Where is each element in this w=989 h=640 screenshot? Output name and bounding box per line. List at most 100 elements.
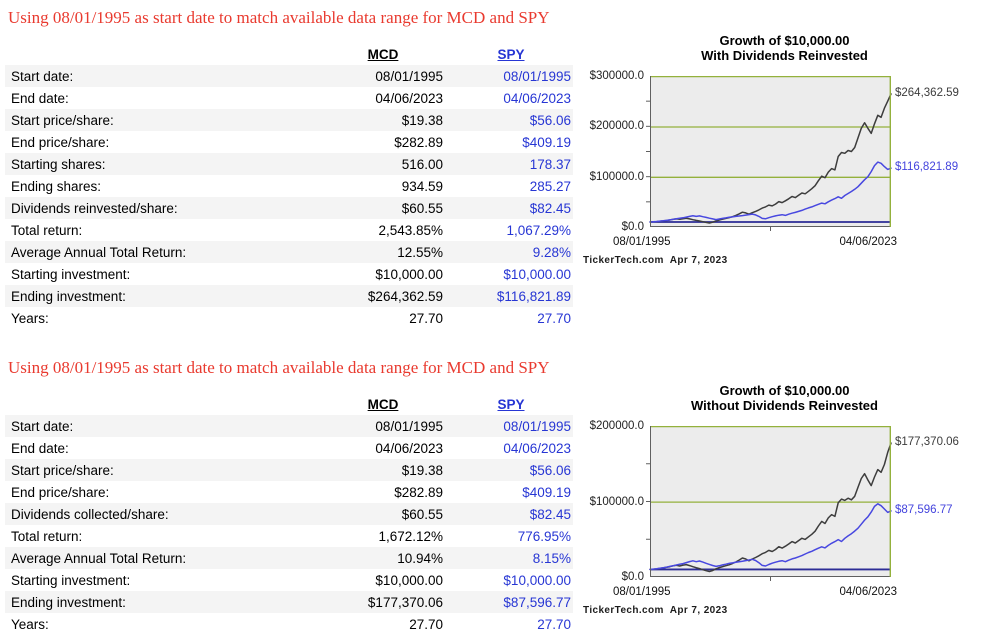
chart-attribution: TickerTech.com Apr 7, 2023 <box>583 605 728 616</box>
mcd-value: $60.55 <box>401 506 443 522</box>
spy-value: $56.06 <box>529 112 571 128</box>
table-row: Years: 27.70 27.70 <box>5 307 573 329</box>
y-axis-tick-label: $0.0 <box>621 571 644 583</box>
row-label: End price/share: <box>11 484 110 500</box>
table-row: Start date: 08/01/1995 08/01/1995 <box>5 65 573 87</box>
row-label: Dividends collected/share: <box>11 506 169 522</box>
comparison-table-with-dividends: MCD SPY Start date: 08/01/1995 08/01/1995 E… <box>5 38 573 329</box>
table-row: End price/share: $282.89 $409.19 <box>5 481 573 503</box>
section-title: Using 08/01/1995 as start date to match … <box>8 358 550 377</box>
table-row: Ending investment: $264,362.59 $116,821.89 <box>5 285 573 307</box>
table-row: Start price/share: $19.38 $56.06 <box>5 109 573 131</box>
table-header-row: MCD SPY <box>5 38 573 65</box>
mcd-value: $10,000.00 <box>375 572 443 588</box>
row-label: Ending shares: <box>11 178 102 194</box>
spy-value: 04/06/2023 <box>503 440 571 456</box>
table-row: Start price/share: $19.38 $56.06 <box>5 459 573 481</box>
row-label: Start date: <box>11 418 74 434</box>
row-label: Average Annual Total Return: <box>11 244 187 260</box>
mcd-value: $282.89 <box>394 134 443 150</box>
spy-value: 285.27 <box>529 178 571 194</box>
table-row: Dividends reinvested/share: $60.55 $82.45 <box>5 197 573 219</box>
y-axis-tick-label: $200000.0 <box>589 420 644 432</box>
series-end-value-label: $177,370.06 <box>895 436 959 449</box>
mcd-value: $19.38 <box>401 462 443 478</box>
empty-header-cell <box>5 388 317 415</box>
spy-value: 776.95% <box>517 528 571 544</box>
mcd-value: 27.70 <box>409 310 443 326</box>
mcd-value: $60.55 <box>401 200 443 216</box>
spy-value: 9.28% <box>532 244 571 260</box>
y-axis-tick-label: $300000.0 <box>589 70 644 82</box>
row-label: Total return: <box>11 222 83 238</box>
table-row: End date: 04/06/2023 04/06/2023 <box>5 87 573 109</box>
table-row: Average Annual Total Return: 12.55% 9.28% <box>5 241 573 263</box>
row-label: End date: <box>11 90 69 106</box>
spy-value: 08/01/1995 <box>503 418 571 434</box>
series-end-value-label: $264,362.59 <box>895 86 959 99</box>
spy-value: 27.70 <box>537 310 571 326</box>
spy-value: 1,067.29% <box>506 222 571 238</box>
chart-title-line1: Growth of $10,000.00 <box>719 383 850 398</box>
table-row: Starting shares: 516.00 178.37 <box>5 153 573 175</box>
row-label: Start price/share: <box>11 112 114 128</box>
mcd-value: 08/01/1995 <box>375 68 443 84</box>
mcd-value: $10,000.00 <box>375 266 443 282</box>
y-axis-tick-label: $100000.0 <box>589 495 644 508</box>
series-end-value-label: $116,821.89 <box>895 161 959 174</box>
mcd-value: 04/06/2023 <box>375 90 443 106</box>
spy-value: $409.19 <box>522 484 571 500</box>
row-label: Start date: <box>11 68 74 84</box>
table-row: End price/share: $282.89 $409.19 <box>5 131 573 153</box>
chart-title: Growth of $10,000.00 With Dividends Rein… <box>664 33 905 63</box>
table-row: Total return: 2,543.85% 1,067.29% <box>5 219 573 241</box>
mcd-value: $264,362.59 <box>367 288 443 304</box>
mcd-column-header: MCD <box>367 397 399 412</box>
table-row: Total return: 1,672.12% 776.95% <box>5 525 573 547</box>
spy-value: 08/01/1995 <box>503 68 571 84</box>
spy-value: $10,000.00 <box>503 266 571 282</box>
row-label: Average Annual Total Return: <box>11 550 187 566</box>
row-label: Starting shares: <box>11 156 106 172</box>
row-label: Years: <box>11 616 49 632</box>
spy-value: $10,000.00 <box>503 572 571 588</box>
spy-column-header[interactable]: SPY <box>497 47 525 62</box>
mcd-value: 27.70 <box>409 616 443 632</box>
table-row: Starting investment: $10,000.00 $10,000.00 <box>5 569 573 591</box>
spy-column-header[interactable]: SPY <box>497 397 525 412</box>
empty-header-cell <box>5 38 317 65</box>
mcd-value: 12.55% <box>397 244 443 260</box>
chart-title: Growth of $10,000.00 Without Dividends R… <box>664 383 905 413</box>
row-label: Ending investment: <box>11 594 126 610</box>
mcd-value: $19.38 <box>401 112 443 128</box>
chart-plot-area <box>646 425 892 581</box>
table-row: Ending investment: $177,370.06 $87,596.77 <box>5 591 573 613</box>
mcd-value: $177,370.06 <box>367 594 443 610</box>
table-row: Ending shares: 934.59 285.27 <box>5 175 573 197</box>
spy-value: $82.45 <box>529 506 571 522</box>
mcd-value: 04/06/2023 <box>375 440 443 456</box>
chart-title-line1: Growth of $10,000.00 <box>719 33 850 48</box>
chart-title-line2: Without Dividends Reinvested <box>691 398 878 413</box>
spy-value: $409.19 <box>522 134 571 150</box>
x-axis-labels: 08/01/1995 04/06/2023 <box>613 586 897 598</box>
row-label: Ending investment: <box>11 288 126 304</box>
table-row: Starting investment: $10,000.00 $10,000.00 <box>5 263 573 285</box>
y-axis-tick-label: $200000.0 <box>589 120 644 133</box>
y-axis-tick-label: $0.0 <box>621 221 644 233</box>
growth-chart-with-dividends: Growth of $10,000.00 With Dividends Rein… <box>578 33 989 283</box>
growth-chart-without-dividends: Growth of $10,000.00 Without Dividends R… <box>578 383 989 633</box>
spy-value: 04/06/2023 <box>503 90 571 106</box>
row-label: Start price/share: <box>11 462 114 478</box>
row-label: End price/share: <box>11 134 110 150</box>
table-header-row: MCD SPY <box>5 388 573 415</box>
row-label: Total return: <box>11 528 83 544</box>
spy-value: 178.37 <box>529 156 571 172</box>
spy-value: $87,596.77 <box>503 594 571 610</box>
mcd-value: 934.59 <box>401 178 443 194</box>
table-row: Average Annual Total Return: 10.94% 8.15% <box>5 547 573 569</box>
chart-canvas <box>646 75 892 231</box>
row-label: Starting investment: <box>11 266 131 282</box>
spy-value: $82.45 <box>529 200 571 216</box>
